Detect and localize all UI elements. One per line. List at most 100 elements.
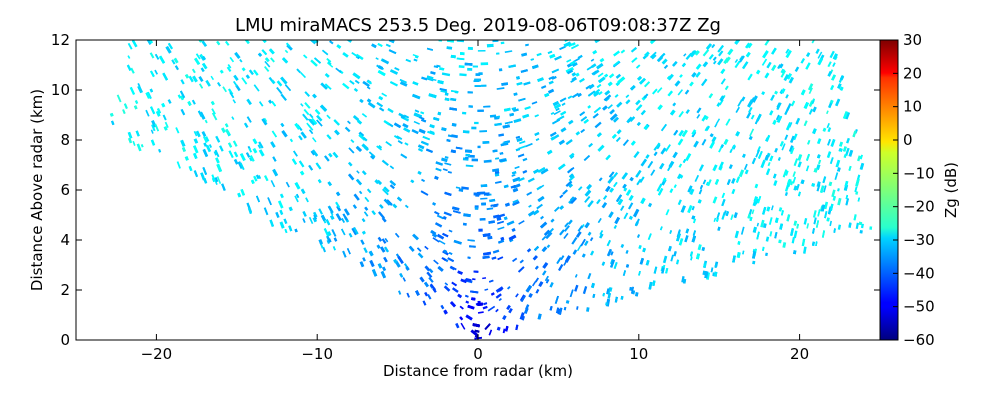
- reflectivity-gate: [211, 108, 216, 115]
- reflectivity-gate: [484, 323, 491, 330]
- reflectivity-gate: [448, 229, 453, 233]
- reflectivity-gate: [549, 131, 557, 137]
- x-axis-label: Distance from radar (km): [383, 362, 573, 380]
- reflectivity-gate: [704, 271, 709, 279]
- reflectivity-gate: [516, 137, 523, 142]
- reflectivity-gate: [458, 188, 464, 192]
- reflectivity-gate: [752, 95, 758, 103]
- reflectivity-gate: [682, 159, 687, 164]
- reflectivity-gate: [531, 101, 538, 105]
- reflectivity-gate: [816, 184, 821, 192]
- reflectivity-gate: [746, 112, 752, 119]
- reflectivity-gate: [378, 145, 383, 149]
- reflectivity-gate: [258, 149, 265, 157]
- reflectivity-gate: [845, 147, 850, 156]
- reflectivity-gate: [523, 81, 531, 86]
- reflectivity-gate: [745, 42, 751, 49]
- reflectivity-gate: [857, 197, 861, 202]
- reflectivity-gate: [280, 93, 287, 101]
- reflectivity-gate: [833, 228, 836, 233]
- reflectivity-gate: [246, 202, 251, 209]
- reflectivity-gate: [560, 255, 565, 261]
- reflectivity-gate: [216, 163, 223, 173]
- reflectivity-gate: [648, 281, 653, 290]
- reflectivity-gate: [324, 83, 332, 90]
- reflectivity-gate: [499, 152, 504, 155]
- reflectivity-gate: [276, 80, 283, 87]
- reflectivity-gate: [426, 271, 433, 279]
- reflectivity-gate: [451, 90, 459, 93]
- reflectivity-gate: [171, 59, 176, 65]
- reflectivity-gate: [712, 60, 717, 65]
- reflectivity-gate: [150, 129, 154, 134]
- reflectivity-gate: [683, 53, 687, 57]
- reflectivity-gate: [661, 267, 665, 274]
- reflectivity-gate: [371, 210, 376, 216]
- reflectivity-gate: [123, 103, 128, 109]
- colorbar-gradient: [879, 39, 899, 341]
- reflectivity-gate: [742, 250, 745, 255]
- reflectivity-gate: [302, 113, 309, 121]
- reflectivity-gate: [844, 180, 849, 187]
- reflectivity-gate: [571, 237, 578, 245]
- reflectivity-gate: [498, 297, 502, 302]
- reflectivity-gate: [650, 53, 657, 60]
- reflectivity-gate: [508, 64, 516, 68]
- reflectivity-gate: [205, 144, 212, 153]
- reflectivity-gate: [781, 143, 786, 151]
- reflectivity-gate: [438, 239, 446, 245]
- reflectivity-gate: [744, 169, 749, 175]
- reflectivity-gate: [538, 281, 544, 287]
- reflectivity-gate: [635, 104, 643, 111]
- reflectivity-gate: [735, 131, 740, 137]
- reflectivity-gate: [846, 137, 850, 144]
- reflectivity-gate: [563, 225, 570, 232]
- reflectivity-gate: [465, 149, 473, 153]
- reflectivity-gate: [613, 50, 620, 57]
- reflectivity-gate: [298, 160, 305, 168]
- reflectivity-gate: [193, 170, 199, 178]
- reflectivity-gate: [305, 197, 309, 203]
- reflectivity-gate: [414, 109, 420, 113]
- reflectivity-gate: [312, 93, 317, 99]
- reflectivity-gate: [488, 220, 495, 224]
- reflectivity-gate: [519, 259, 524, 264]
- reflectivity-gate: [517, 153, 525, 158]
- reflectivity-gate: [367, 80, 373, 85]
- reflectivity-gate: [679, 74, 683, 78]
- reflectivity-gate: [361, 143, 369, 150]
- reflectivity-gate: [522, 157, 528, 162]
- reflectivity-gate: [359, 190, 363, 195]
- reflectivity-gate: [590, 250, 595, 256]
- reflectivity-gate: [622, 183, 627, 189]
- colorbar-tick-label: 0: [903, 131, 913, 149]
- reflectivity-gate: [544, 275, 549, 282]
- reflectivity-gate: [361, 218, 366, 223]
- reflectivity-gate: [379, 246, 386, 253]
- reflectivity-gate: [300, 103, 304, 107]
- reflectivity-gate: [192, 75, 198, 83]
- reflectivity-gate: [559, 45, 566, 51]
- reflectivity-gate: [136, 143, 142, 152]
- reflectivity-gate: [813, 168, 818, 173]
- reflectivity-gate: [111, 120, 115, 126]
- reflectivity-gate: [492, 249, 500, 254]
- reflectivity-gate: [784, 170, 789, 176]
- reflectivity-gate: [599, 230, 604, 235]
- reflectivity-gate: [471, 297, 476, 301]
- reflectivity-gate: [774, 217, 779, 223]
- reflectivity-gate: [412, 81, 419, 86]
- reflectivity-gate: [443, 211, 452, 217]
- reflectivity-gate: [316, 114, 323, 122]
- reflectivity-gate: [667, 90, 673, 97]
- reflectivity-gate: [508, 307, 513, 314]
- reflectivity-gate: [842, 111, 849, 120]
- reflectivity-gate: [579, 111, 586, 117]
- reflectivity-gate: [731, 188, 736, 195]
- reflectivity-gate: [145, 92, 151, 99]
- reflectivity-gate: [193, 130, 198, 137]
- reflectivity-gate: [665, 267, 669, 274]
- reflectivity-gate: [659, 52, 666, 59]
- reflectivity-gate: [465, 314, 473, 321]
- reflectivity-gate: [735, 106, 740, 113]
